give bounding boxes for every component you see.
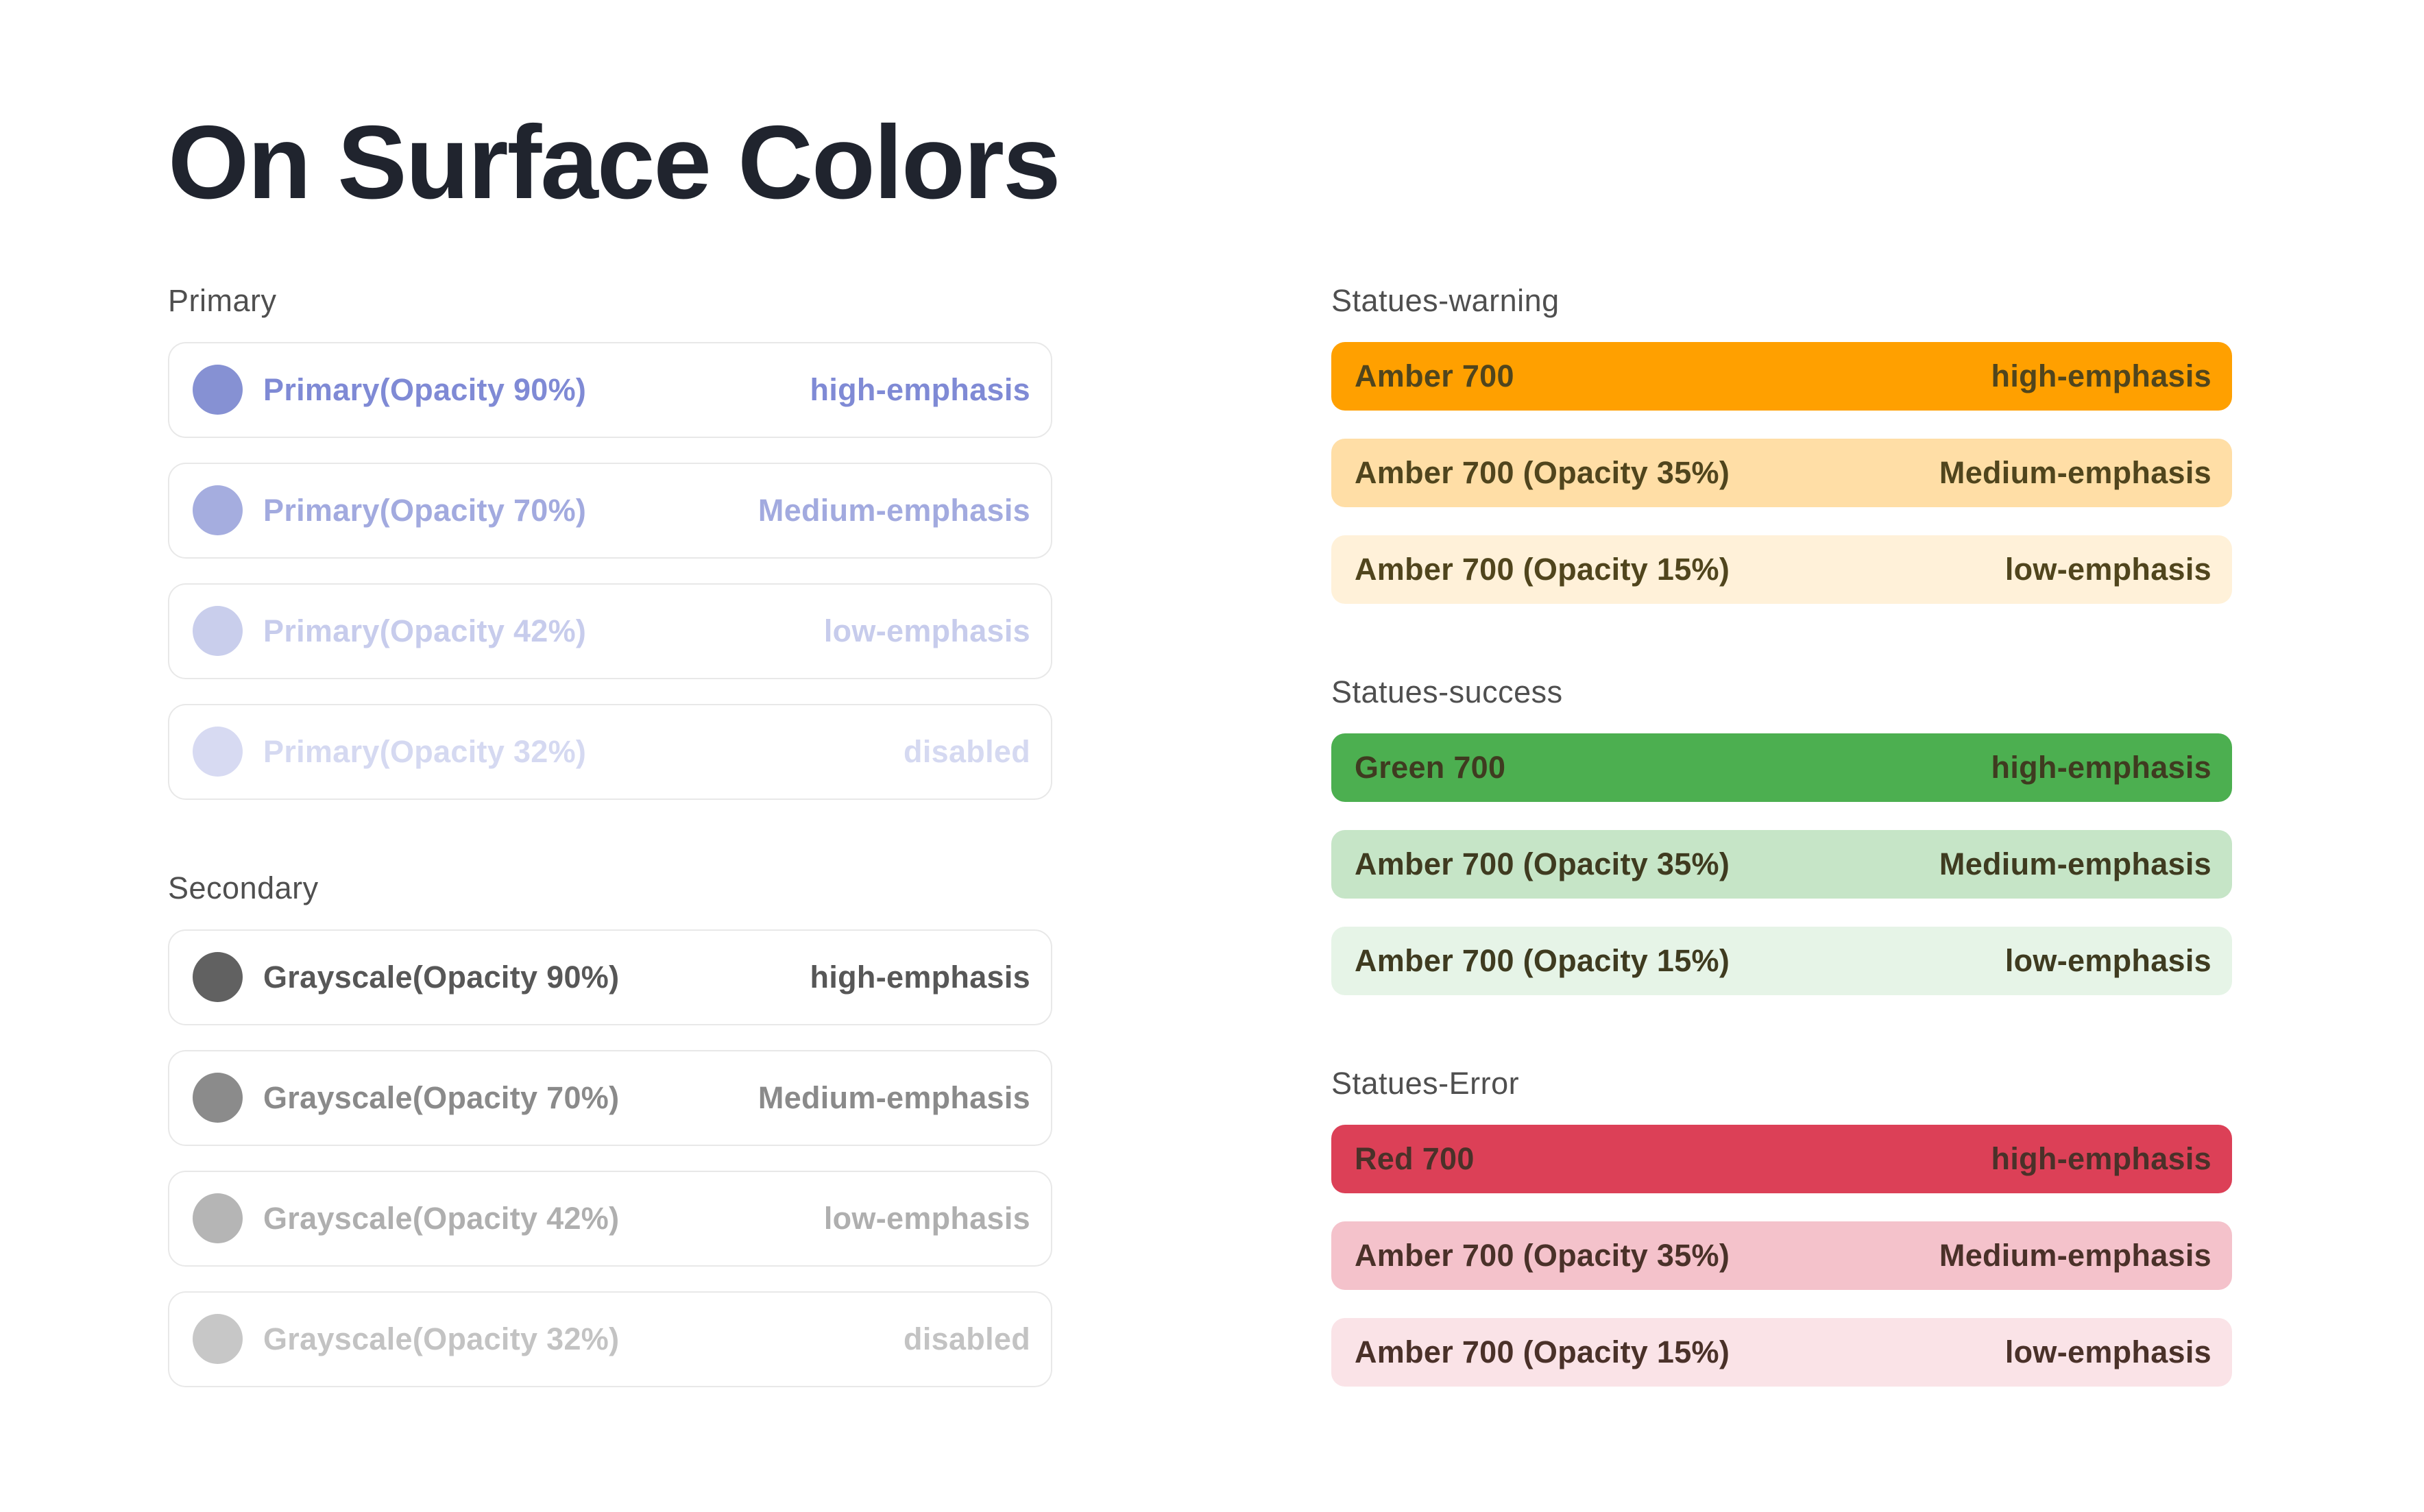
color-row-primary-90: Primary(Opacity 90%) high-emphasis bbox=[168, 341, 1052, 438]
color-swatch bbox=[193, 1073, 243, 1123]
color-name-label: Grayscale(Opacity 32%) bbox=[263, 1321, 620, 1356]
emphasis-label: high-emphasis bbox=[1991, 358, 2211, 393]
emphasis-label: low-emphasis bbox=[823, 613, 1030, 648]
color-row-primary-32: Primary(Opacity 32%) disabled bbox=[168, 703, 1052, 800]
color-swatch bbox=[193, 606, 243, 657]
color-name-label: Amber 700 (Opacity 15%) bbox=[1355, 1334, 1730, 1369]
section-label-secondary: Secondary bbox=[168, 870, 319, 905]
section-secondary: Secondary Grayscale(Opacity 90%) high-em… bbox=[168, 870, 1052, 1387]
status-bar-error-low: Amber 700 (Opacity 15%) low-emphasis bbox=[1331, 1317, 2232, 1387]
section-statues-warning: Statues-warning Amber 700 high-emphasis … bbox=[1331, 283, 2232, 604]
page-title: On Surface Colors bbox=[168, 104, 1061, 221]
color-name-label: Amber 700 (Opacity 15%) bbox=[1355, 942, 1730, 978]
color-name-label: Amber 700 (Opacity 35%) bbox=[1355, 454, 1730, 490]
section-label-primary: Primary bbox=[168, 282, 277, 318]
color-swatch bbox=[193, 952, 243, 1003]
color-name-label: Grayscale(Opacity 42%) bbox=[263, 1200, 620, 1236]
color-name-label: Amber 700 bbox=[1355, 358, 1514, 393]
color-row-grayscale-70: Grayscale(Opacity 70%) Medium-emphasis bbox=[168, 1049, 1052, 1146]
section-statues-error: Statues-Error Red 700 high-emphasis Ambe… bbox=[1331, 1066, 2232, 1387]
color-name-label: Amber 700 (Opacity 35%) bbox=[1355, 1237, 1730, 1273]
status-bar-success-low: Amber 700 (Opacity 15%) low-emphasis bbox=[1331, 926, 2232, 995]
color-swatch bbox=[193, 1314, 243, 1365]
color-name-label: Primary(Opacity 70%) bbox=[263, 492, 587, 528]
emphasis-label: disabled bbox=[904, 733, 1030, 769]
color-swatch bbox=[193, 365, 243, 415]
color-row-grayscale-42: Grayscale(Opacity 42%) low-emphasis bbox=[168, 1170, 1052, 1267]
color-name-label: Green 700 bbox=[1355, 749, 1506, 785]
section-primary: Primary Primary(Opacity 90%) high-emphas… bbox=[168, 283, 1052, 800]
status-bar-success-high: Green 700 high-emphasis bbox=[1331, 733, 2232, 802]
emphasis-label: Medium-emphasis bbox=[1939, 454, 2211, 490]
emphasis-label: low-emphasis bbox=[2004, 1334, 2211, 1369]
emphasis-label: low-emphasis bbox=[823, 1200, 1030, 1236]
status-bar-warning-medium: Amber 700 (Opacity 35%) Medium-emphasis bbox=[1331, 438, 2232, 507]
section-label-statues-error: Statues-Error bbox=[1331, 1065, 1520, 1101]
color-row-primary-42: Primary(Opacity 42%) low-emphasis bbox=[168, 583, 1052, 679]
right-column: Statues-warning Amber 700 high-emphasis … bbox=[1331, 283, 2232, 1387]
on-surface-colors-page: On Surface Colors Primary Primary(Opacit… bbox=[168, 104, 2424, 1387]
status-bar-warning-low: Amber 700 (Opacity 15%) low-emphasis bbox=[1331, 535, 2232, 604]
color-swatch bbox=[193, 727, 243, 777]
emphasis-label: low-emphasis bbox=[2004, 551, 2211, 587]
color-name-label: Amber 700 (Opacity 15%) bbox=[1355, 551, 1730, 587]
color-name-label: Amber 700 (Opacity 35%) bbox=[1355, 846, 1730, 881]
color-name-label: Red 700 bbox=[1355, 1141, 1475, 1176]
section-label-statues-warning: Statues-warning bbox=[1331, 282, 1560, 318]
status-bar-warning-high: Amber 700 high-emphasis bbox=[1331, 341, 2232, 411]
status-bar-success-medium: Amber 700 (Opacity 35%) Medium-emphasis bbox=[1331, 829, 2232, 899]
emphasis-label: high-emphasis bbox=[810, 959, 1030, 995]
section-label-statues-success: Statues-success bbox=[1331, 674, 1563, 709]
color-name-label: Primary(Opacity 32%) bbox=[263, 733, 587, 769]
emphasis-label: high-emphasis bbox=[1991, 749, 2211, 785]
status-bar-error-medium: Amber 700 (Opacity 35%) Medium-emphasis bbox=[1331, 1221, 2232, 1290]
emphasis-label: Medium-emphasis bbox=[758, 1080, 1030, 1115]
emphasis-label: Medium-emphasis bbox=[758, 492, 1030, 528]
emphasis-label: high-emphasis bbox=[1991, 1141, 2211, 1176]
section-statues-success: Statues-success Green 700 high-emphasis … bbox=[1331, 674, 2232, 995]
color-swatch bbox=[193, 485, 243, 536]
color-name-label: Grayscale(Opacity 70%) bbox=[263, 1080, 620, 1115]
emphasis-label: Medium-emphasis bbox=[1939, 846, 2211, 881]
emphasis-label: high-emphasis bbox=[810, 371, 1030, 407]
status-bar-error-high: Red 700 high-emphasis bbox=[1331, 1124, 2232, 1193]
color-row-grayscale-90: Grayscale(Opacity 90%) high-emphasis bbox=[168, 929, 1052, 1025]
color-row-grayscale-32: Grayscale(Opacity 32%) disabled bbox=[168, 1291, 1052, 1387]
emphasis-label: low-emphasis bbox=[2004, 942, 2211, 978]
color-row-primary-70: Primary(Opacity 70%) Medium-emphasis bbox=[168, 462, 1052, 559]
color-name-label: Grayscale(Opacity 90%) bbox=[263, 959, 620, 995]
color-name-label: Primary(Opacity 42%) bbox=[263, 613, 587, 648]
emphasis-label: Medium-emphasis bbox=[1939, 1237, 2211, 1273]
color-name-label: Primary(Opacity 90%) bbox=[263, 371, 587, 407]
content-columns: Primary Primary(Opacity 90%) high-emphas… bbox=[168, 283, 2424, 1387]
left-column: Primary Primary(Opacity 90%) high-emphas… bbox=[168, 283, 1052, 1387]
color-swatch bbox=[193, 1193, 243, 1244]
emphasis-label: disabled bbox=[904, 1321, 1030, 1356]
